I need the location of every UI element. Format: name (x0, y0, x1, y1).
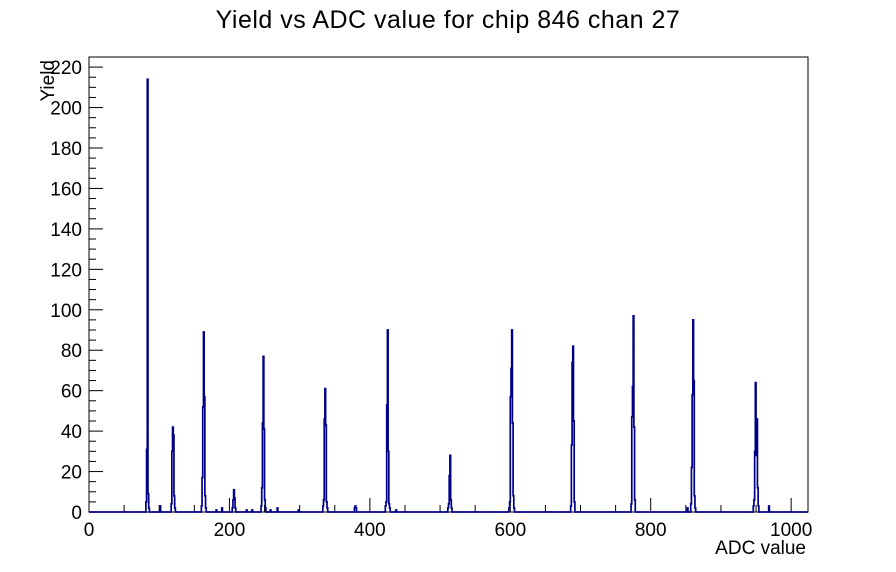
chart-title: Yield vs ADC value for chip 846 chan 27 (215, 6, 681, 34)
y-tick-label: 20 (61, 463, 82, 484)
y-tick-label: 160 (50, 179, 82, 200)
x-tick-label: 0 (84, 520, 95, 541)
y-axis-title: Yield (38, 60, 59, 102)
y-tick-label: 180 (50, 139, 82, 160)
y-tick-label: 140 (50, 220, 82, 241)
x-tick-label: 600 (494, 520, 526, 541)
plot-frame (88, 56, 809, 513)
histogram-line (89, 78, 808, 513)
y-tick-label: 120 (50, 260, 82, 281)
y-tick-label: 220 (50, 58, 82, 79)
y-tick-label: 40 (61, 422, 82, 443)
x-tick-label: 800 (635, 520, 667, 541)
x-tick-label: 200 (214, 520, 246, 541)
x-tick-label: 400 (354, 520, 386, 541)
y-tick-label: 60 (61, 382, 82, 403)
y-tick-label: 80 (61, 341, 82, 362)
y-tick-label: 0 (71, 503, 82, 524)
x-axis-title: ADC value (715, 538, 806, 559)
y-tick-label: 200 (50, 99, 82, 120)
y-tick-label: 100 (50, 301, 82, 322)
x-tick-label: 1000 (770, 520, 812, 541)
